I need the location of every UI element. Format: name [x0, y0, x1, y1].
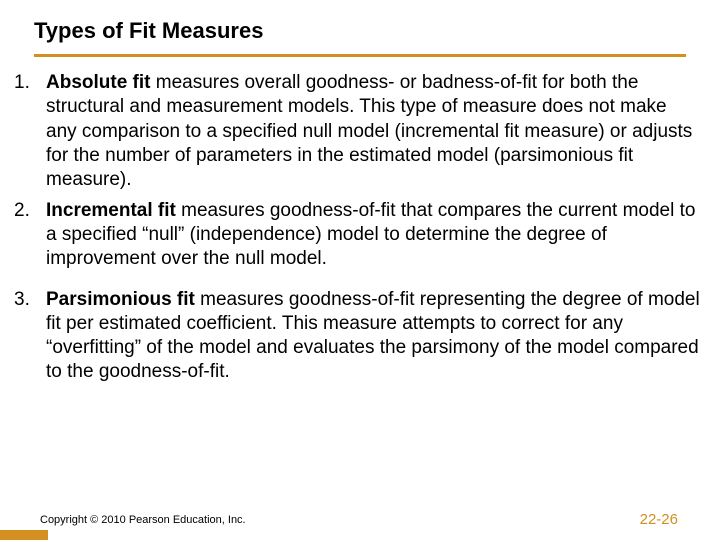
slide: Types of Fit Measures Absolute fit measu… — [0, 0, 720, 540]
fit-measures-list: Absolute fit measures overall goodness- … — [10, 71, 700, 385]
footer-accent-bar — [0, 530, 48, 540]
list-item: Absolute fit measures overall goodness- … — [40, 71, 700, 193]
item-term: Absolute fit — [46, 72, 151, 93]
list-gap — [40, 278, 700, 288]
copyright-text: Copyright © 2010 Pearson Education, Inc. — [40, 514, 246, 526]
footer: Copyright © 2010 Pearson Education, Inc.… — [0, 502, 720, 540]
title-wrap: Types of Fit Measures — [0, 0, 720, 44]
slide-title: Types of Fit Measures — [34, 18, 720, 44]
slide-body: Absolute fit measures overall goodness- … — [0, 57, 720, 385]
list-item: Incremental fit measures goodness-of-fit… — [40, 199, 700, 272]
page-number: 22-26 — [640, 511, 678, 528]
item-term: Incremental fit — [46, 200, 176, 221]
item-term: Parsimonious fit — [46, 289, 195, 310]
list-item: Parsimonious fit measures goodness-of-fi… — [40, 288, 700, 385]
